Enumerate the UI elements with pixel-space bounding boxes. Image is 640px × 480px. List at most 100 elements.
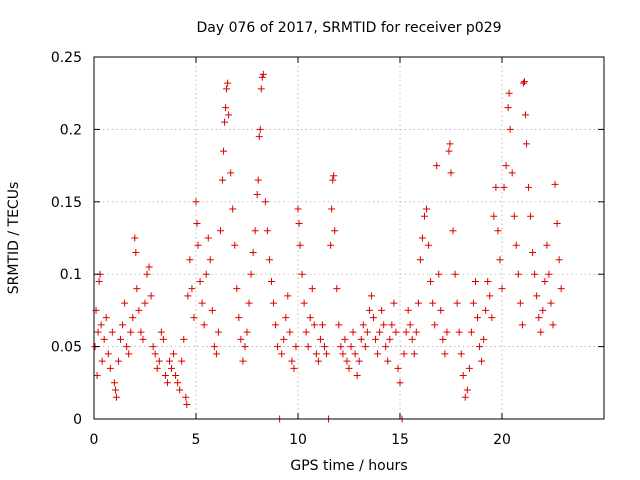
data-point	[376, 328, 384, 336]
data-point	[114, 357, 122, 365]
data-point	[339, 350, 347, 358]
data-point	[182, 393, 190, 401]
data-point	[378, 306, 386, 314]
data-point	[520, 78, 528, 86]
data-point	[347, 343, 355, 351]
data-point	[298, 270, 306, 278]
data-point	[365, 306, 373, 314]
data-point	[474, 314, 482, 322]
x-tick-label: 0	[90, 432, 99, 448]
data-point	[412, 328, 420, 336]
data-point	[331, 227, 339, 235]
data-point	[531, 270, 539, 278]
data-point	[502, 162, 510, 170]
data-point	[400, 350, 408, 358]
data-point	[278, 350, 286, 358]
data-point	[369, 314, 377, 322]
data-point	[304, 343, 312, 351]
data-point	[482, 306, 490, 314]
x-tick-label: 10	[289, 432, 307, 448]
data-point	[529, 248, 537, 256]
data-point	[125, 350, 133, 358]
data-point	[239, 357, 247, 365]
data-point	[386, 335, 394, 343]
data-point	[418, 234, 426, 242]
data-point	[258, 73, 266, 81]
data-point	[372, 335, 380, 343]
data-point	[98, 357, 106, 365]
data-point	[525, 183, 533, 191]
data-point	[476, 343, 484, 351]
data-point	[467, 328, 475, 336]
data-point	[508, 169, 516, 177]
data-point	[296, 241, 304, 249]
data-point	[231, 241, 239, 249]
data-point	[396, 379, 404, 387]
data-point	[388, 321, 396, 329]
data-point	[478, 357, 486, 365]
data-point	[490, 212, 498, 220]
data-point	[147, 292, 155, 300]
data-point	[547, 299, 555, 307]
data-point	[186, 256, 194, 264]
data-point	[288, 357, 296, 365]
data-point	[286, 328, 294, 336]
data-point	[282, 314, 290, 322]
data-point	[318, 321, 326, 329]
data-point	[408, 335, 416, 343]
data-point	[522, 140, 530, 148]
data-point	[225, 111, 233, 119]
data-point	[355, 357, 363, 365]
data-point	[104, 350, 112, 358]
data-point	[256, 125, 264, 133]
data-point	[545, 270, 553, 278]
data-point	[420, 212, 428, 220]
data-point	[295, 220, 303, 228]
plot-frame	[93, 56, 605, 420]
data-point	[194, 241, 202, 249]
data-point	[265, 256, 273, 264]
data-point	[341, 335, 349, 343]
data-point	[435, 270, 443, 278]
data-point	[153, 364, 161, 372]
y-tick-label: 0.1	[60, 267, 82, 283]
data-point	[274, 343, 282, 351]
data-point	[521, 111, 529, 119]
data-point	[198, 299, 206, 307]
data-point	[112, 393, 120, 401]
data-point	[208, 306, 216, 314]
data-point	[404, 306, 412, 314]
data-point	[519, 79, 527, 87]
y-tick-label: 0.15	[51, 195, 82, 211]
data-point	[505, 89, 513, 97]
data-point	[431, 321, 439, 329]
data-point	[190, 314, 198, 322]
data-point	[498, 285, 506, 293]
data-point	[533, 292, 541, 300]
y-tick-label: 0.25	[51, 50, 82, 66]
data-point	[535, 314, 543, 322]
data-point	[193, 220, 201, 228]
data-point	[249, 248, 257, 256]
data-point	[106, 364, 114, 372]
data-point	[224, 79, 232, 87]
data-point	[357, 335, 365, 343]
data-point	[241, 343, 249, 351]
data-point	[494, 227, 502, 235]
data-point	[333, 285, 341, 293]
data-point	[484, 277, 492, 285]
data-point	[255, 133, 263, 141]
data-point	[192, 198, 200, 206]
data-point	[214, 328, 222, 336]
data-point	[443, 328, 451, 336]
data-point	[329, 176, 337, 184]
data-point	[200, 321, 208, 329]
data-point	[127, 328, 135, 336]
data-point	[284, 292, 292, 300]
data-point	[272, 321, 280, 329]
data-point	[345, 364, 353, 372]
data-point	[165, 357, 173, 365]
data-point	[380, 321, 388, 329]
data-point	[384, 357, 392, 365]
